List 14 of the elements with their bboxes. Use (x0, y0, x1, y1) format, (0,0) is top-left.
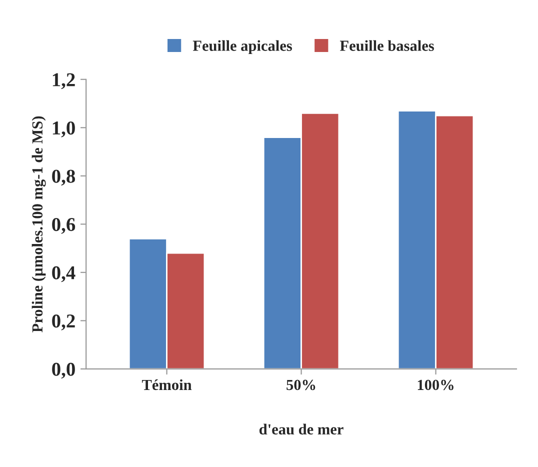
y-tick-label: 1,2 (52, 73, 75, 90)
x-tick-label: 50% (286, 380, 316, 390)
x-tick-label: Témoin (142, 379, 192, 390)
y-tick-label: 0,0 (52, 362, 75, 379)
x-tick-label: 100% (418, 380, 454, 390)
x-axis-title: d'eau de mer (259, 424, 344, 435)
y-tick-label: 0,6 (52, 218, 76, 234)
y-tick-label: 0,8 (52, 170, 76, 186)
legend-label: Feuille basales (340, 40, 434, 51)
y-tick-label: 0,2 (52, 314, 75, 330)
legend-label: Feuille apicales (192, 40, 292, 54)
y-tick-label: 0,4 (52, 266, 76, 282)
y-tick-label: 1,0 (52, 121, 75, 138)
y-axis-title: Proline (µmoles.100 mg-1 de MS) (32, 116, 46, 332)
